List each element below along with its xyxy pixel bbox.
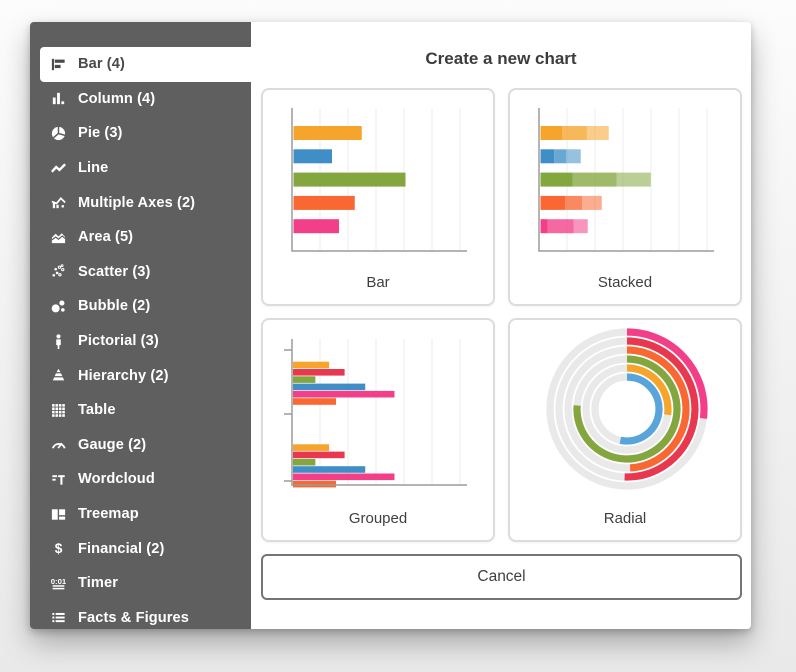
sidebar-item-label: Bubble (2) [78, 298, 151, 315]
chart-preview-label: Grouped [348, 510, 408, 527]
multiple-axes-icon [49, 194, 67, 212]
chart-preview-bar-thumbnail [291, 108, 467, 252]
svg-text:0:01: 0:01 [50, 577, 66, 586]
financial-icon: $ [49, 540, 67, 558]
sidebar-item-label: Pie (3) [78, 125, 123, 142]
sidebar-item-bubble[interactable]: Bubble (2) [30, 289, 251, 324]
sidebar-item-financial[interactable]: $ Financial (2) [30, 531, 251, 566]
sidebar-item-label: Wordcloud [78, 471, 155, 488]
chart-preview-label: Bar [366, 274, 390, 291]
sidebar-item-multiple-axes[interactable]: Multiple Axes (2) [30, 185, 251, 220]
pie-icon [49, 124, 67, 142]
chart-preview-grid: Bar Stacked Grouped Radial [251, 88, 751, 542]
chart-type-list: Bar (4) Column (4) Pie (3) Line Multiple Axe… [30, 22, 251, 635]
sidebar-item-label: Treemap [78, 506, 139, 523]
svg-text:$: $ [54, 541, 62, 556]
sidebar-item-treemap[interactable]: Treemap [30, 497, 251, 532]
hierarchy-icon [49, 367, 67, 385]
sidebar-item-label: Column (4) [78, 90, 156, 107]
dialog-content: Create a new chart Bar Stacked Grouped Radi… [251, 22, 751, 629]
chart-preview-stacked[interactable]: Stacked [508, 88, 742, 306]
sidebar-item-label: Timer [78, 575, 118, 592]
chart-preview-radial[interactable]: Radial [508, 318, 742, 542]
line-icon [49, 159, 67, 177]
column-icon [49, 90, 67, 108]
sidebar-item-facts-figures[interactable]: Facts & Figures [30, 601, 251, 636]
sidebar-item-pie[interactable]: Pie (3) [30, 116, 251, 151]
chart-preview-stacked-thumbnail [538, 108, 714, 252]
bubble-icon [49, 297, 67, 315]
sidebar-item-area[interactable]: Area (5) [30, 220, 251, 255]
wordcloud-icon [49, 470, 67, 488]
sidebar-item-label: Table [78, 402, 116, 419]
sidebar-item-column[interactable]: Column (4) [30, 82, 251, 117]
cancel-button[interactable]: Cancel [261, 554, 742, 600]
sidebar-item-label: Facts & Figures [78, 609, 189, 626]
sidebar-item-pictorial[interactable]: Pictorial (3) [30, 324, 251, 359]
sidebar-item-label: Pictorial (3) [78, 333, 159, 350]
pictorial-icon [49, 332, 67, 350]
sidebar-item-label: Hierarchy (2) [78, 367, 169, 384]
sidebar-item-label: Financial (2) [78, 540, 165, 557]
timer-icon: 0:01 [49, 574, 67, 592]
chart-preview-grouped-thumbnail [284, 339, 467, 488]
sidebar-item-bar[interactable]: Bar (4) [40, 47, 251, 82]
chart-preview-label: Radial [603, 510, 647, 527]
bar-icon [49, 55, 67, 73]
sidebar-item-label: Multiple Axes (2) [78, 194, 196, 211]
chart-preview-label: Stacked [597, 274, 653, 291]
chart-preview-bar[interactable]: Bar [261, 88, 495, 306]
sidebar-item-hierarchy[interactable]: Hierarchy (2) [30, 358, 251, 393]
sidebar-item-label: Gauge (2) [78, 436, 147, 453]
sidebar-item-wordcloud[interactable]: Wordcloud [30, 462, 251, 497]
dialog-title: Create a new chart [425, 49, 577, 68]
chart-preview-grouped[interactable]: Grouped [261, 318, 495, 542]
sidebar-item-label: Area (5) [78, 229, 134, 246]
scatter-icon [49, 263, 67, 281]
gauge-icon [49, 436, 67, 454]
chart-preview-radial-thumbnail [546, 328, 708, 490]
area-icon [49, 228, 67, 246]
sidebar-item-scatter[interactable]: Scatter (3) [30, 255, 251, 290]
sidebar-item-table[interactable]: Table [30, 393, 251, 428]
sidebar-item-gauge[interactable]: Gauge (2) [30, 428, 251, 463]
table-icon [49, 401, 67, 419]
create-chart-dialog: Bar (4) Column (4) Pie (3) Line Multiple Axe… [30, 22, 751, 629]
sidebar-item-label: Bar (4) [78, 56, 125, 73]
facts-icon [49, 609, 67, 627]
chart-type-sidebar: Bar (4) Column (4) Pie (3) Line Multiple Axe… [30, 22, 251, 629]
sidebar-item-label: Line [78, 160, 109, 177]
sidebar-item-label: Scatter (3) [78, 263, 151, 280]
sidebar-item-timer[interactable]: 0:01 Timer [30, 566, 251, 601]
treemap-icon [49, 505, 67, 523]
sidebar-item-line[interactable]: Line [30, 151, 251, 186]
